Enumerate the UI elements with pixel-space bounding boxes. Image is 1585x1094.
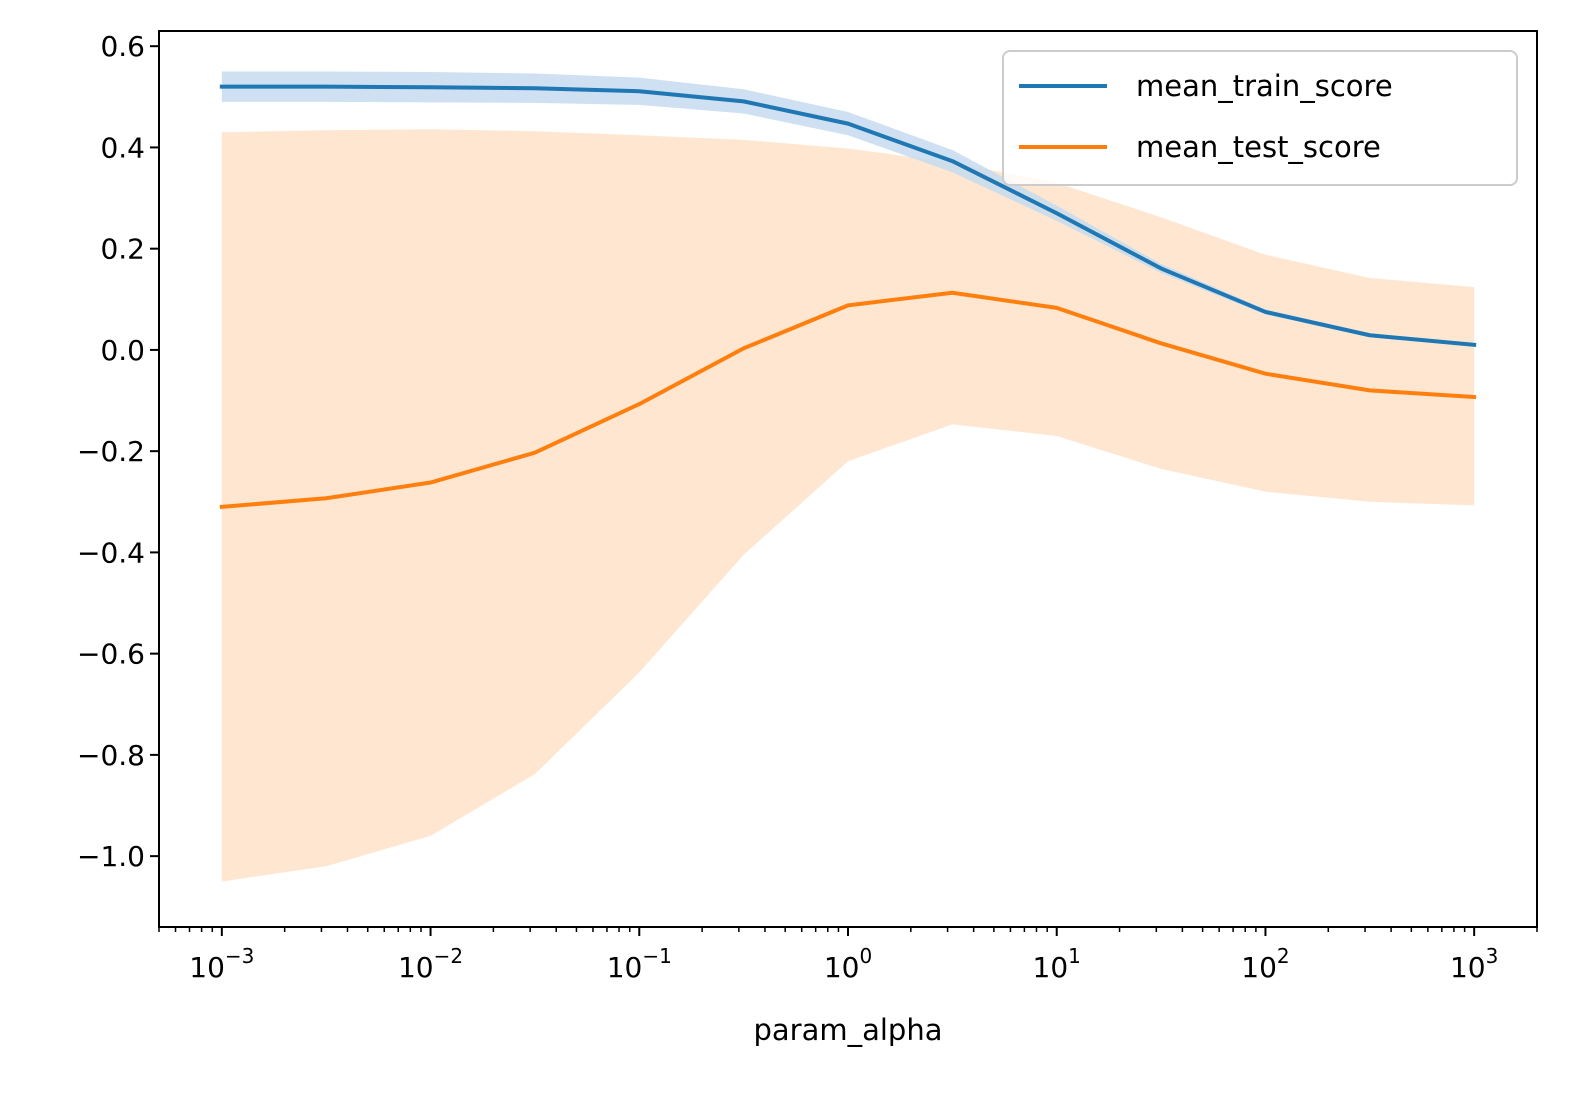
x-tick-label: 102 (1241, 944, 1289, 984)
x-tick-label: 103 (1450, 944, 1498, 984)
y-tick-label: 0.2 (100, 233, 145, 266)
legend-label: mean_train_score (1136, 69, 1393, 103)
line-mean-train-score (219, 84, 1477, 348)
y-tick-label: −0.6 (77, 638, 145, 671)
y-tick-label: 0.0 (100, 334, 145, 367)
confidence-bands (221, 71, 1475, 882)
y-tick-label: −0.2 (77, 435, 145, 468)
legend: mean_train_score mean_test_score (1002, 50, 1518, 186)
x-tick-label: 100 (824, 944, 872, 984)
legend-box (1002, 50, 1518, 186)
y-tick-label: −1.0 (77, 840, 145, 873)
band-mean-train-score (221, 71, 1475, 347)
band-mean-test-score (221, 129, 1475, 882)
x-axis-label: param_alpha (753, 1013, 942, 1047)
y-tick-label: 0.6 (100, 30, 145, 63)
y-tick-label: −0.4 (77, 536, 145, 569)
line-mean-test-score (219, 290, 1477, 509)
series-lines (219, 84, 1477, 509)
x-tick-label: 10−3 (189, 944, 254, 984)
x-tick-label: 10−1 (607, 944, 672, 984)
x-axis-ticks: 10−3 10−2 10−1 100 101 102 103 (158, 927, 1538, 984)
x-tick-label: 101 (1033, 944, 1081, 984)
legend-label: mean_test_score (1136, 130, 1381, 164)
y-tick-label: −0.8 (77, 739, 145, 772)
y-tick-label: 0.4 (100, 131, 145, 164)
x-tick-label: 10−2 (398, 944, 463, 984)
y-axis-ticks: 0.6 0.4 0.2 0.0 −0.2 −0.4 −0.6 −0.8 −1.0 (77, 30, 159, 873)
